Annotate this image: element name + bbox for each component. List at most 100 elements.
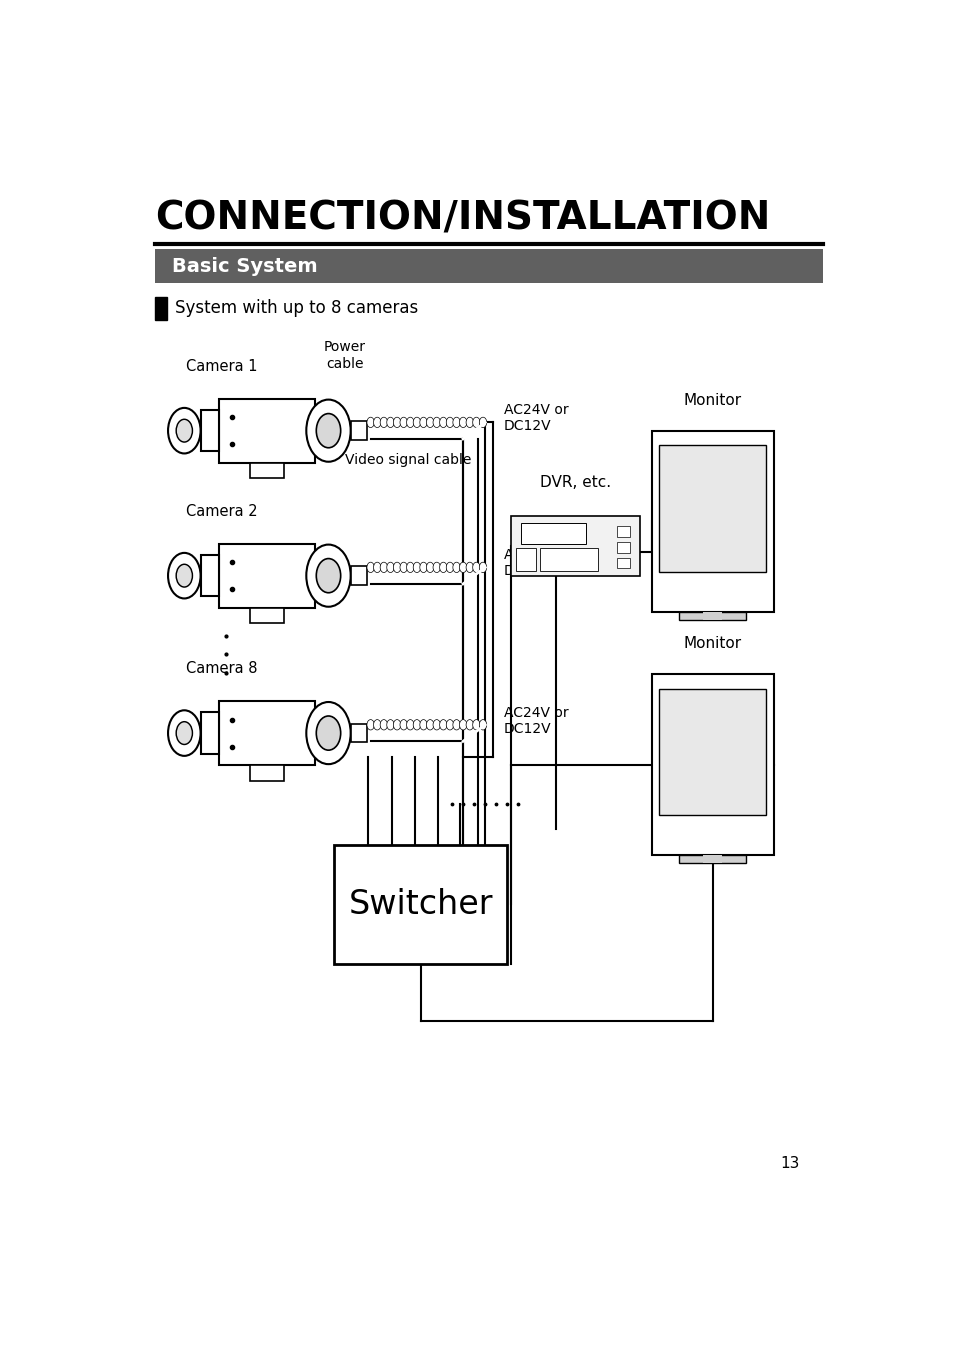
Circle shape: [426, 417, 434, 428]
Circle shape: [306, 702, 351, 764]
Circle shape: [316, 558, 340, 593]
Circle shape: [393, 417, 400, 428]
Bar: [617, 526, 630, 537]
Bar: [659, 689, 765, 815]
Text: 13: 13: [780, 1157, 799, 1171]
Circle shape: [446, 417, 454, 428]
Circle shape: [367, 417, 374, 428]
Bar: [200, 410, 219, 452]
Text: Camera 1: Camera 1: [186, 359, 257, 374]
Circle shape: [386, 417, 394, 428]
Circle shape: [399, 417, 407, 428]
Bar: [351, 724, 367, 742]
Circle shape: [472, 417, 479, 428]
Circle shape: [446, 562, 454, 573]
Text: Monitor: Monitor: [682, 393, 740, 408]
Circle shape: [374, 720, 380, 730]
Circle shape: [306, 399, 351, 461]
Bar: [516, 547, 536, 570]
Bar: [351, 421, 367, 440]
Circle shape: [176, 722, 193, 745]
Text: CONNECTION/INSTALLATION: CONNECTION/INSTALLATION: [154, 199, 769, 238]
Text: Basic System: Basic System: [172, 257, 317, 276]
Bar: [219, 543, 314, 608]
Bar: [250, 463, 284, 479]
Circle shape: [316, 716, 340, 751]
Circle shape: [168, 553, 200, 599]
Text: Camera 8: Camera 8: [186, 662, 257, 677]
Circle shape: [419, 562, 427, 573]
Text: AC24V or
DC12V: AC24V or DC12V: [503, 404, 568, 433]
Circle shape: [478, 720, 486, 730]
Circle shape: [419, 417, 427, 428]
Text: System with up to 8 cameras: System with up to 8 cameras: [174, 300, 417, 317]
Circle shape: [478, 562, 486, 573]
Bar: [154, 249, 822, 282]
Circle shape: [439, 562, 447, 573]
Circle shape: [168, 710, 200, 756]
Bar: [651, 674, 773, 855]
Text: AC24V or
DC12V: AC24V or DC12V: [503, 706, 568, 736]
Bar: [250, 765, 284, 780]
Circle shape: [413, 720, 420, 730]
Circle shape: [433, 720, 440, 730]
Bar: [702, 612, 721, 620]
Circle shape: [453, 562, 459, 573]
Circle shape: [367, 562, 374, 573]
Circle shape: [168, 408, 200, 453]
Bar: [617, 542, 630, 553]
Circle shape: [393, 720, 400, 730]
Bar: [659, 445, 765, 572]
Circle shape: [399, 562, 407, 573]
Bar: [219, 398, 314, 463]
Circle shape: [379, 720, 387, 730]
Circle shape: [439, 720, 447, 730]
Text: AC24V or
DC12V: AC24V or DC12V: [503, 549, 568, 578]
Circle shape: [379, 562, 387, 573]
Bar: [154, 297, 167, 320]
Bar: [334, 845, 507, 964]
Circle shape: [453, 720, 459, 730]
Circle shape: [386, 562, 394, 573]
Circle shape: [466, 562, 473, 573]
Circle shape: [446, 720, 454, 730]
Circle shape: [466, 720, 473, 730]
Bar: [250, 608, 284, 623]
Circle shape: [374, 417, 380, 428]
Circle shape: [419, 720, 427, 730]
Circle shape: [406, 417, 414, 428]
Bar: [617, 558, 630, 569]
Circle shape: [472, 562, 479, 573]
Circle shape: [399, 720, 407, 730]
Circle shape: [426, 562, 434, 573]
Circle shape: [306, 545, 351, 607]
Circle shape: [413, 562, 420, 573]
Circle shape: [426, 720, 434, 730]
Circle shape: [406, 562, 414, 573]
Circle shape: [393, 562, 400, 573]
Circle shape: [466, 417, 473, 428]
Bar: [702, 855, 721, 863]
Bar: [651, 430, 773, 612]
Circle shape: [453, 417, 459, 428]
Circle shape: [439, 417, 447, 428]
Bar: [539, 547, 598, 570]
Text: Power
cable: Power cable: [323, 340, 365, 371]
Circle shape: [374, 562, 380, 573]
Circle shape: [413, 417, 420, 428]
Circle shape: [386, 720, 394, 730]
Bar: [679, 612, 745, 620]
Bar: [679, 855, 745, 863]
Circle shape: [459, 562, 466, 573]
Circle shape: [316, 413, 340, 448]
Circle shape: [433, 417, 440, 428]
Circle shape: [478, 417, 486, 428]
Circle shape: [459, 417, 466, 428]
Bar: [200, 713, 219, 753]
Bar: [521, 523, 585, 545]
Text: DVR, etc.: DVR, etc.: [539, 475, 611, 490]
Circle shape: [406, 720, 414, 730]
Circle shape: [472, 720, 479, 730]
Bar: [351, 566, 367, 585]
Circle shape: [176, 565, 193, 586]
